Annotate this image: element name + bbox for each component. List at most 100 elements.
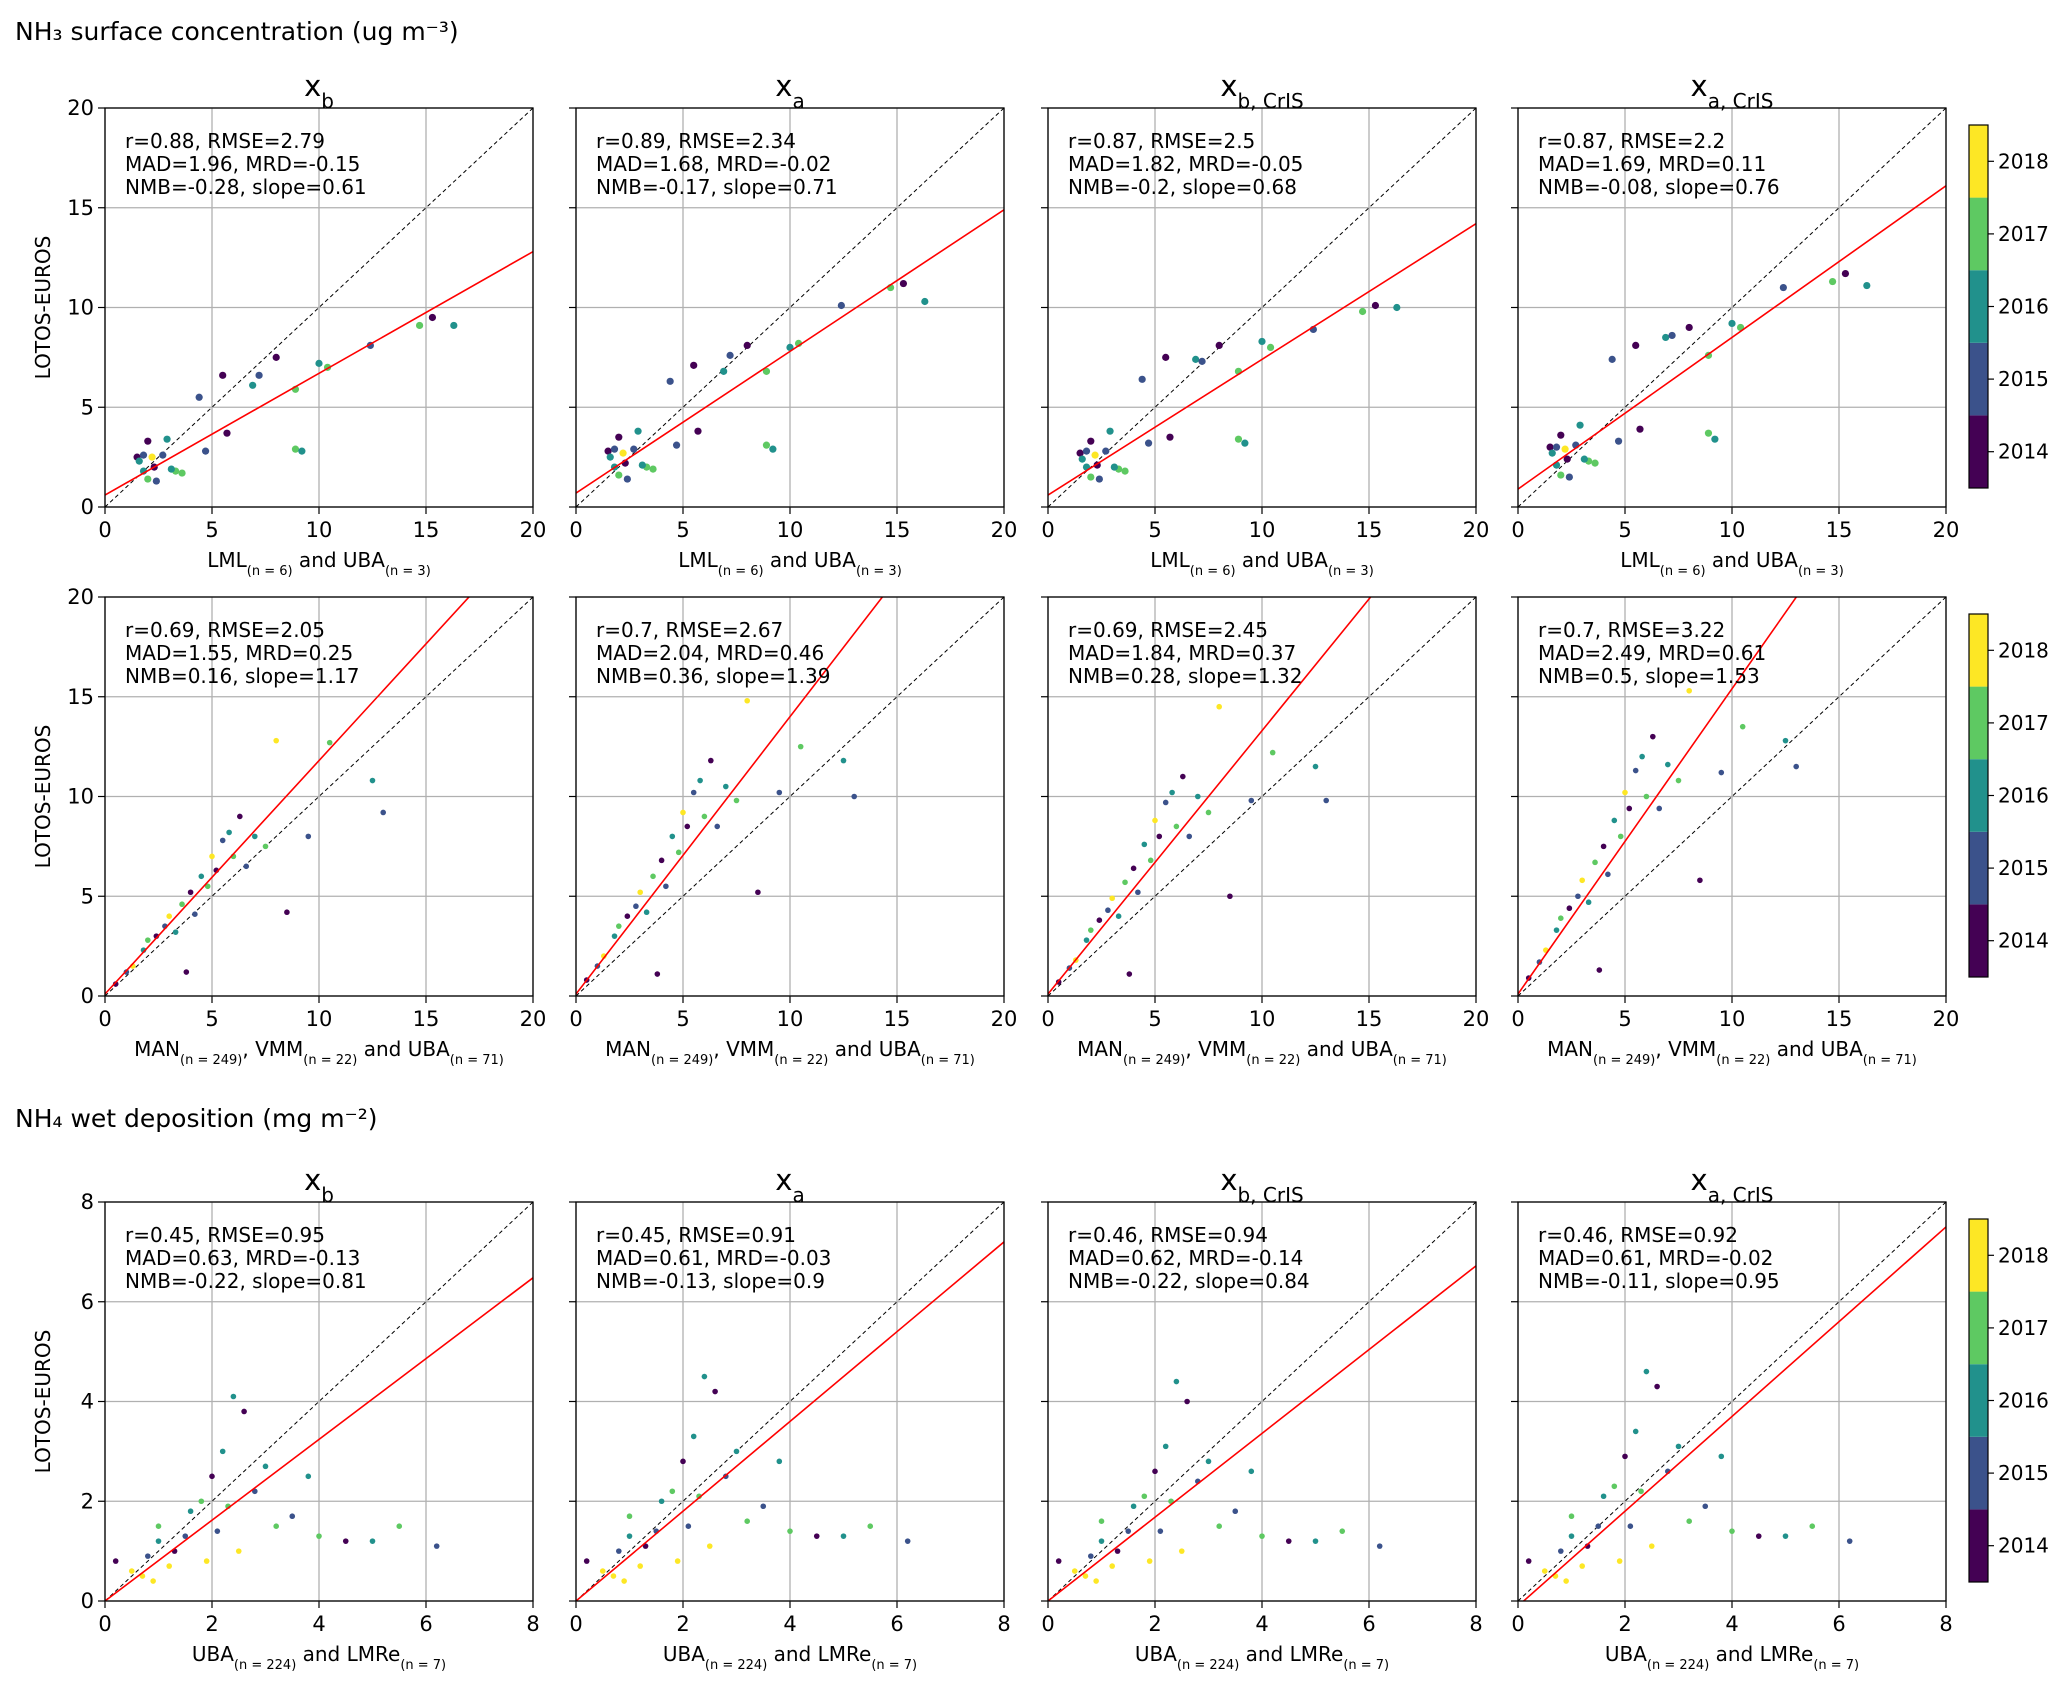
x-label-sub: (n = 7) [1813,1658,1859,1673]
point [1779,283,1787,292]
colorbar-tick-label: 2018 [1998,149,2049,173]
x-tick-label: 15 [1356,518,1383,542]
point [1558,915,1564,921]
fit-line [576,1241,1004,1601]
x-label-sub: (n = 22) [303,1053,357,1068]
point [1626,805,1633,812]
point [610,445,619,453]
point [1115,913,1122,919]
fit-line [105,597,471,995]
point [1152,1468,1158,1475]
point [1198,357,1206,365]
x-label-sub: (n = 249) [1593,1053,1655,1068]
x-axis-label: UBA(n = 224) and LMRe(n = 7) [1135,1642,1389,1673]
point [1568,1513,1575,1520]
point [380,809,387,816]
point [1259,1533,1265,1539]
colorbar-band [1969,831,1988,905]
point [1592,859,1598,866]
point [1141,1493,1148,1500]
x-axis-label: MAN(n = 249), VMM(n = 22) and UBA(n = 71… [1077,1037,1447,1068]
point [1105,907,1111,914]
point [167,465,175,473]
point [723,783,729,790]
point [1782,737,1789,744]
point [166,913,172,919]
stats-text: NMB=-0.22, slope=0.84 [1068,1269,1310,1293]
point [1393,303,1401,312]
colorbar-tick-label: 2016 [1998,1389,2049,1413]
axes-frame [1047,107,1477,508]
point [209,853,215,860]
x-label-part: and LMRe [296,1642,400,1666]
point [637,889,643,896]
x-label-part: UBA [192,1642,234,1666]
colorbar-band [1969,759,1988,832]
point [316,1533,322,1539]
point [1718,769,1725,776]
point [1285,1538,1292,1544]
x-tick-label: 2 [1148,1612,1161,1636]
stats-text: r=0.69, RMSE=2.05 [125,618,325,642]
point [867,1523,874,1529]
point [145,1553,151,1559]
point [685,1523,692,1529]
x-tick-label: 10 [1719,518,1746,542]
title-base: x [775,1163,792,1197]
x-label-sub: (n = 71) [1393,1053,1447,1068]
point [415,321,424,330]
point [624,913,631,919]
stats-text: NMB=-0.08, slope=0.76 [1538,175,1780,199]
colorbar-tick-label: 2014 [1998,1534,2049,1558]
stats-text: MAD=1.96, MRD=-0.15 [125,152,360,176]
point [1205,809,1212,816]
point [1600,1493,1607,1500]
point [1138,375,1146,383]
point [369,777,376,784]
x-tick-label: 0 [1041,1612,1054,1636]
point [219,371,227,379]
x-label-part: and UBA [1300,1037,1393,1061]
point [760,1503,767,1510]
colorbar-tick-label: 2018 [1998,1243,2049,1267]
point [1216,703,1222,710]
point [1697,877,1703,884]
y-tick-label: 0 [81,984,94,1008]
point [762,367,771,375]
x-tick-label: 5 [1618,518,1631,542]
point [1557,471,1565,479]
stats-text: NMB=0.5, slope=1.53 [1538,664,1760,688]
point [1173,823,1180,830]
point [1525,1558,1532,1564]
point [1558,1548,1564,1554]
point [696,1493,702,1500]
point [198,1498,205,1505]
point [1639,753,1645,760]
point [1702,1503,1709,1510]
point [198,873,205,880]
x-label-part: and LMRe [767,1642,871,1666]
point [604,447,612,455]
point [714,823,721,830]
point [1195,793,1201,800]
colorbar-tick-label: 2017 [1998,711,2049,735]
point [1565,473,1573,481]
x-label-sub: (n = 6) [1660,564,1706,579]
stats-text: MAD=1.84, MRD=0.37 [1068,641,1296,665]
x-tick-label: 4 [783,1612,796,1636]
point [252,833,258,840]
x-tick-label: 8 [1939,1612,1952,1636]
point [187,889,194,896]
x-label-part: MAN [1547,1037,1593,1061]
y-tick-label: 5 [81,884,94,908]
x-label-sub: (n = 3) [1328,564,1374,579]
point [1654,1383,1660,1390]
stats-text: MAD=0.63, MRD=-0.13 [125,1246,360,1270]
point [1241,439,1249,447]
x-label-sub: (n = 224) [234,1658,296,1673]
point [1083,937,1090,943]
axes-frame [104,1201,534,1602]
point [1632,341,1640,350]
stats-text: r=0.7, RMSE=3.22 [1538,618,1725,642]
